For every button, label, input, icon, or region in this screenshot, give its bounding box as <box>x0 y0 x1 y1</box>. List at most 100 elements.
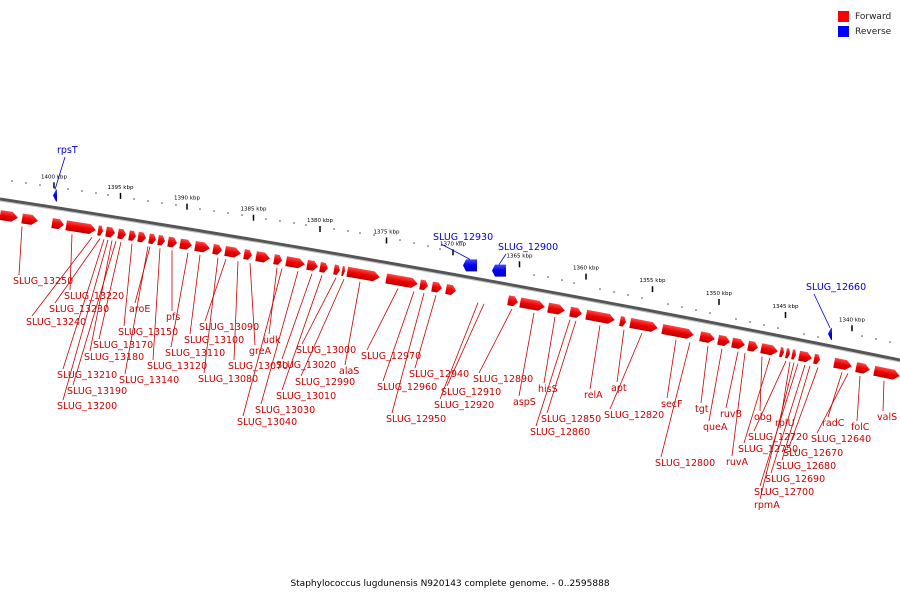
forward-gene-leader <box>189 254 201 335</box>
forward-gene-leader <box>281 273 313 360</box>
forward-gene-shape <box>97 225 103 236</box>
forward-gene-shape <box>507 295 518 307</box>
forward-gene <box>137 231 146 243</box>
forward-gene-label: udk <box>263 335 281 346</box>
genome-backbone-shadow <box>0 200 900 363</box>
forward-gene-label: queA <box>703 422 728 433</box>
forward-gene-shape <box>194 241 210 253</box>
forward-gene-leader <box>788 367 819 448</box>
forward-gene-leader <box>725 351 739 409</box>
forward-gene-leader <box>18 226 23 276</box>
reverse-gene-leader <box>54 156 66 190</box>
forward-gene-shape <box>179 238 192 250</box>
forward-gene <box>661 324 694 339</box>
forward-gene-label: SLUG_13170 <box>93 340 153 351</box>
forward-gene <box>813 353 820 365</box>
forward-gene-label: SLUG_13140 <box>119 375 179 386</box>
forward-gene <box>507 295 518 307</box>
forward-gene-shape <box>760 343 778 356</box>
tick-label: 1355 kbp <box>640 278 666 284</box>
forward-gene-label: SLUG_12910 <box>441 387 501 398</box>
forward-gene-leader <box>260 271 299 405</box>
forward-gene-leader <box>781 365 811 461</box>
forward-gene <box>157 235 165 246</box>
forward-gene-shape <box>21 213 38 225</box>
map-caption: Staphylococcus lugdunensis N920143 compl… <box>290 579 610 589</box>
forward-gene-label: pfs <box>166 312 180 323</box>
forward-gene-label: SLUG_12690 <box>765 474 825 485</box>
forward-gene-label: SLUG_12920 <box>434 400 494 411</box>
forward-gene-leader <box>249 263 256 346</box>
reverse-gene <box>53 189 57 202</box>
forward-gene-leader <box>589 325 601 390</box>
forward-gene <box>569 306 582 318</box>
forward-gene-leader <box>204 258 227 322</box>
forward-gene-shape <box>243 249 252 260</box>
forward-gene-leader <box>62 239 105 370</box>
forward-gene-leader <box>816 373 849 434</box>
forward-gene <box>431 281 442 293</box>
forward-gene-label: obg <box>754 412 772 423</box>
forward-gene <box>833 357 852 370</box>
tick-label: 1370 kbp <box>440 241 466 247</box>
forward-gene <box>243 249 252 260</box>
forward-gene-shape <box>699 331 715 343</box>
forward-gene-leader <box>518 312 535 397</box>
forward-gene-leader <box>72 241 117 386</box>
tick-label: 1400 kbp <box>41 174 67 180</box>
forward-gene <box>0 210 18 222</box>
forward-gene-leader <box>616 329 625 383</box>
tick-label: 1380 kbp <box>307 218 333 224</box>
forward-gene-shape <box>65 220 96 234</box>
forward-gene-label: radC <box>822 418 845 429</box>
forward-gene-label: SLUG_13230 <box>49 304 109 315</box>
forward-gene <box>779 346 784 358</box>
forward-swatch <box>838 11 849 22</box>
reverse-gene <box>828 327 832 340</box>
forward-gene-label: secF <box>661 399 682 410</box>
forward-gene-shape <box>747 340 758 352</box>
forward-gene-shape <box>873 365 900 380</box>
forward-gene <box>65 220 96 234</box>
forward-gene <box>585 309 615 324</box>
forward-gene-label: SLUG_12640 <box>811 434 871 445</box>
forward-gene-label: valS <box>877 412 897 423</box>
forward-gene-leader <box>123 243 133 327</box>
forward-gene <box>167 236 177 248</box>
forward-gene-leader <box>391 293 425 414</box>
forward-gene-shape <box>117 228 126 240</box>
forward-gene-shape <box>167 236 177 248</box>
forward-gene <box>717 334 730 347</box>
forward-gene-shape <box>346 266 380 282</box>
forward-gene-leader <box>666 339 677 399</box>
forward-gene-leader <box>31 237 93 317</box>
forward-gene-shape <box>717 334 730 347</box>
forward-gene-label: SLUG_12850 <box>541 414 601 425</box>
forward-gene-label: SLUG_12750 <box>738 444 798 455</box>
forward-gene-leader <box>743 357 771 444</box>
forward-gene <box>179 238 192 250</box>
legend-label-forward: Forward <box>855 11 892 22</box>
tick-label: 1385 kbp <box>241 207 267 213</box>
forward-gene-shape <box>569 306 582 318</box>
forward-gene-leader <box>300 278 345 377</box>
forward-gene-leader <box>233 261 239 361</box>
forward-gene <box>333 264 340 275</box>
forward-gene <box>21 213 38 225</box>
forward-gene-leader <box>546 320 577 414</box>
forward-gene <box>419 279 428 291</box>
forward-gene-label: ruvB <box>720 409 742 420</box>
forward-gene-leader <box>301 277 337 345</box>
forward-gene-shape <box>0 210 18 222</box>
forward-gene-shape <box>798 350 812 363</box>
forward-gene-leader <box>827 372 843 418</box>
forward-gene-label: SLUG_12670 <box>783 448 843 459</box>
reverse-swatch <box>838 26 849 37</box>
forward-gene-label: SLUG_13040 <box>237 417 297 428</box>
forward-gene <box>873 365 900 380</box>
forward-gene-leader <box>54 238 101 304</box>
tick-label: 1345 kbp <box>773 304 799 310</box>
tick-label: 1390 kbp <box>174 196 200 202</box>
tick-label: 1395 kbp <box>108 185 134 191</box>
forward-gene-label: SLUG_13070 <box>228 361 288 372</box>
